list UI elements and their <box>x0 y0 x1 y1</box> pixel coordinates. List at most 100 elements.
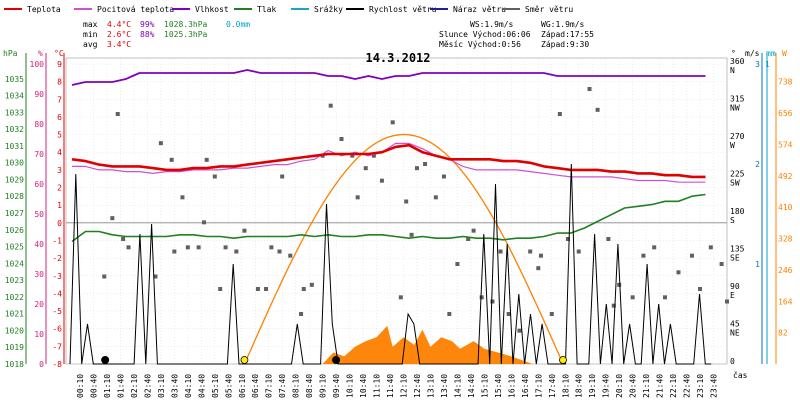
direction-tick-label: 225 <box>730 170 745 179</box>
wind-direction-point <box>339 137 344 141</box>
stats-moonset: Západ:9:30 <box>541 40 589 49</box>
wind-direction-point <box>423 162 428 166</box>
x-tick-label: 02:10 <box>130 374 139 398</box>
hpa-tick-label: 1023 <box>5 276 24 285</box>
x-tick-label: 02:40 <box>143 374 152 398</box>
wind-direction-point <box>277 249 282 254</box>
x-tick-label: 18:40 <box>575 374 584 398</box>
percent-tick-label: 30 <box>34 270 44 279</box>
wind-direction-point <box>441 174 446 179</box>
solar-tick-label: 82 <box>778 329 788 338</box>
wind-direction-point <box>528 249 533 254</box>
x-tick-label: 11:40 <box>386 374 395 398</box>
x-tick-label: 15:40 <box>494 374 503 398</box>
wind-direction-point <box>299 312 304 316</box>
wind-direction-point <box>121 237 126 241</box>
x-tick-label: 03:10 <box>157 374 166 398</box>
wind-direction-point <box>617 282 622 287</box>
celsius-tick-label: 9 <box>57 60 62 69</box>
legend-label: Rychlost větru <box>369 5 437 14</box>
x-tick-label: 23:40 <box>710 374 719 398</box>
wind-direction-point <box>611 303 616 308</box>
celsius-tick-label: 4 <box>57 148 62 157</box>
wind-direction-point <box>455 262 460 266</box>
legend-label: Náraz větru <box>453 5 506 14</box>
x-tick-label: 01:40 <box>116 374 125 398</box>
x-tick-label: 14:10 <box>453 374 462 398</box>
celsius-tick-label: -1 <box>52 236 62 245</box>
percent-tick-label: 70 <box>34 150 44 159</box>
hpa-tick-label: 1027 <box>5 209 24 218</box>
wind-direction-point <box>204 157 209 162</box>
solar-tick-label: 328 <box>778 235 793 244</box>
x-tick-label: 23:10 <box>696 374 705 398</box>
wind-direction-point <box>379 178 384 183</box>
direction-tick-dir: SW <box>730 179 740 188</box>
celsius-tick-label: -4 <box>52 289 62 298</box>
stats-sunrise: Slunce Východ:06:06 <box>439 30 531 39</box>
wind-direction-point <box>404 199 409 204</box>
wind-direction-point <box>652 245 657 250</box>
wind-direction-point <box>350 153 355 158</box>
x-tick-label: 08:10 <box>292 374 301 398</box>
hpa-tick-label: 1035 <box>5 75 24 84</box>
direction-tick-label: 315 <box>730 95 745 104</box>
direction-tick-dir: SE <box>730 254 740 263</box>
x-tick-label: 08:40 <box>305 374 314 398</box>
wind-direction-point <box>185 245 190 250</box>
wind-direction-point <box>725 299 729 304</box>
wind-tick-label: 1 <box>755 260 760 269</box>
series-feels-like <box>72 142 706 183</box>
stats-min-hum: 88% <box>140 30 155 39</box>
percent-tick-label: 90 <box>34 90 44 99</box>
solar-tick-label: 574 <box>778 140 793 149</box>
percent-tick-label: 10 <box>34 330 44 339</box>
wind-direction-point <box>676 270 681 275</box>
wind-direction-point <box>708 245 713 250</box>
wind-direction-point <box>115 112 120 116</box>
x-tick-label: 14:40 <box>467 374 476 398</box>
x-tick-label: 12:40 <box>413 374 422 398</box>
direction-tick-dir: NW <box>730 104 740 113</box>
series-humidity <box>71 69 706 86</box>
x-tick-label: 16:40 <box>521 374 530 398</box>
solar-tick-label: 656 <box>778 109 793 118</box>
direction-tick-dir: E <box>730 291 735 300</box>
rain-tick-label: 1 <box>765 60 770 69</box>
celsius-tick-label: 0 <box>57 219 62 228</box>
percent-tick-label: 50 <box>34 210 44 219</box>
wind-direction-point <box>110 216 115 221</box>
stats-max-press: 1028.3hPa <box>164 20 208 29</box>
hpa-tick-label: 1031 <box>5 142 24 151</box>
stats-ws: WS:1.9m/s <box>470 20 514 29</box>
wind-tick-label: 3 <box>755 60 760 69</box>
x-tick-label: 03:40 <box>170 374 179 398</box>
x-tick-label: 12:10 <box>400 374 409 398</box>
wind-axis-label: m/s <box>745 49 760 58</box>
hpa-axis-label: hPa <box>3 49 18 58</box>
hpa-tick-label: 1024 <box>5 259 24 268</box>
chart-title: 14.3.2012 <box>365 51 430 65</box>
wind-direction-point <box>538 253 543 258</box>
legend-label: Směr větru <box>525 5 573 14</box>
wind-direction-point <box>490 299 495 304</box>
wind-direction-point <box>595 107 600 112</box>
wind-direction-point <box>587 87 592 91</box>
hpa-tick-label: 1022 <box>5 293 24 302</box>
stats-sunset: Západ:17:55 <box>541 30 594 39</box>
hpa-tick-label: 1025 <box>5 243 24 252</box>
solar-theoretical-curve <box>243 133 564 365</box>
x-tick-label: 22:40 <box>683 374 692 398</box>
wind-direction-point <box>242 228 247 233</box>
direction-tick-label: 45 <box>730 320 740 329</box>
series-pressure <box>71 193 706 243</box>
stats-min-press: 1025.3hPa <box>164 30 208 39</box>
direction-tick-label: 0 <box>730 357 735 366</box>
celsius-tick-label: 2 <box>57 184 62 193</box>
x-axis-label: čas <box>733 370 748 380</box>
percent-tick-label: 60 <box>34 180 44 189</box>
hpa-tick-label: 1021 <box>5 310 24 319</box>
celsius-tick-label: 6 <box>57 113 62 122</box>
percent-axis-label: % <box>38 49 43 58</box>
